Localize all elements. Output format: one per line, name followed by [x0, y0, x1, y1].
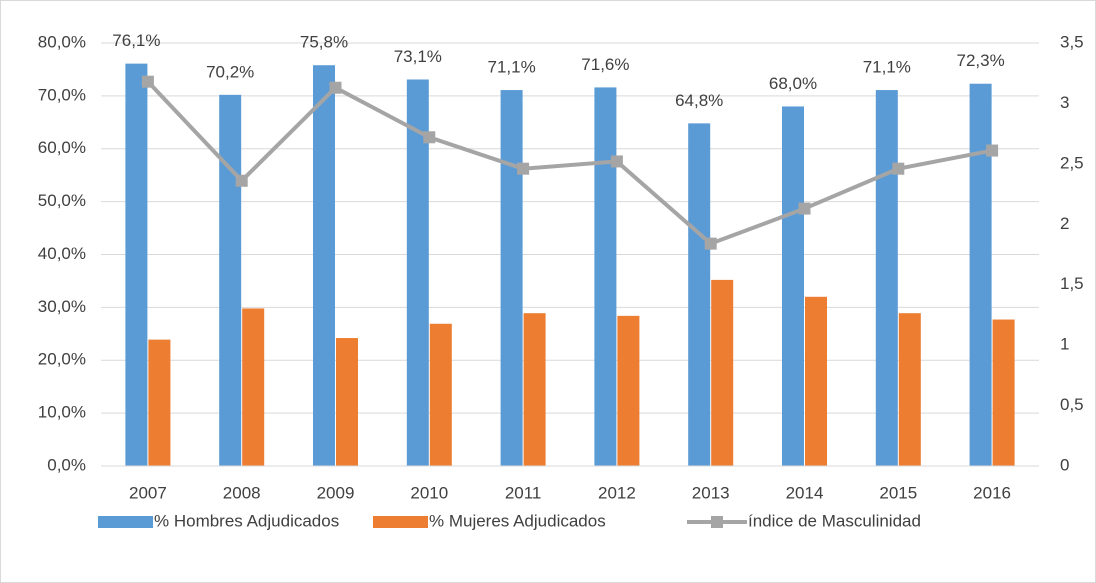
line-marker [329, 81, 342, 94]
bar [219, 94, 242, 466]
line-marker [423, 131, 436, 144]
bar [594, 87, 617, 466]
y-tick-label: 50,0% [38, 191, 86, 210]
bar [336, 338, 358, 466]
data-label: 76,1% [112, 31, 160, 50]
y-tick-label: 80,0% [38, 32, 86, 51]
y2-tick-label: 0,5 [1060, 395, 1084, 414]
bar [617, 315, 640, 466]
line-marker [704, 237, 717, 250]
legend-label: % Mujeres Adjudicados [429, 511, 606, 530]
bar [969, 83, 992, 467]
y2-tick-label: 2 [1060, 214, 1069, 233]
y2-tick-label: 2,5 [1060, 153, 1084, 172]
bar [711, 279, 734, 466]
legend-label: % Hombres Adjudicados [154, 511, 339, 530]
x-tick-label: 2010 [410, 483, 448, 502]
line-marker [235, 174, 248, 187]
bar [148, 339, 171, 466]
x-tick-label: 2008 [223, 483, 261, 502]
data-label: 64,8% [675, 91, 723, 110]
y-tick-label: 30,0% [38, 297, 86, 316]
x-tick-label: 2012 [598, 483, 636, 502]
data-label: 70,2% [206, 62, 254, 81]
bar [313, 65, 335, 467]
bar [500, 90, 523, 466]
y-tick-label: 20,0% [38, 350, 86, 369]
x-tick-label: 2015 [879, 483, 917, 502]
y2-tick-label: 1 [1060, 335, 1069, 354]
y-tick-label: 40,0% [38, 244, 86, 263]
bar [523, 313, 546, 466]
line-marker [798, 202, 811, 215]
bar [242, 308, 265, 466]
x-tick-label: 2007 [129, 483, 167, 502]
bar [992, 319, 1015, 466]
y-tick-label: 0,0% [47, 455, 86, 474]
data-label: 71,6% [581, 55, 629, 74]
x-tick-label: 2016 [973, 483, 1011, 502]
bar [898, 313, 921, 466]
data-label: 68,0% [769, 74, 817, 93]
legend-swatch [373, 516, 428, 528]
line-marker [892, 162, 905, 175]
x-tick-label: 2011 [505, 483, 542, 502]
y2-tick-label: 3 [1060, 93, 1069, 112]
legend-label: índice de Masculinidad [748, 511, 921, 530]
y-tick-label: 70,0% [38, 85, 86, 104]
data-label: 75,8% [300, 33, 348, 52]
data-label: 71,1% [863, 58, 911, 77]
y-tick-label: 10,0% [38, 403, 86, 422]
legend-swatch [98, 516, 153, 528]
bar [688, 123, 711, 467]
data-label: 73,1% [394, 47, 442, 66]
line-marker [610, 155, 623, 168]
line-marker [141, 75, 154, 88]
x-tick-label: 2009 [317, 483, 355, 502]
legend-swatch [711, 516, 723, 528]
x-tick-label: 2013 [692, 483, 730, 502]
line-marker [986, 144, 999, 157]
bar [875, 90, 898, 466]
data-label: 71,1% [487, 58, 535, 77]
line-marker [517, 162, 530, 175]
bar [125, 63, 148, 467]
x-tick-label: 2014 [786, 483, 824, 502]
y-tick-label: 60,0% [38, 138, 86, 157]
y2-tick-label: 1,5 [1060, 274, 1084, 293]
y2-tick-label: 3,5 [1060, 32, 1084, 51]
bar [782, 106, 804, 466]
data-label: 72,3% [956, 51, 1004, 70]
line [146, 80, 993, 246]
y2-tick-label: 0 [1060, 455, 1069, 474]
bar [429, 323, 452, 466]
bar [406, 79, 429, 466]
bar [805, 296, 827, 466]
